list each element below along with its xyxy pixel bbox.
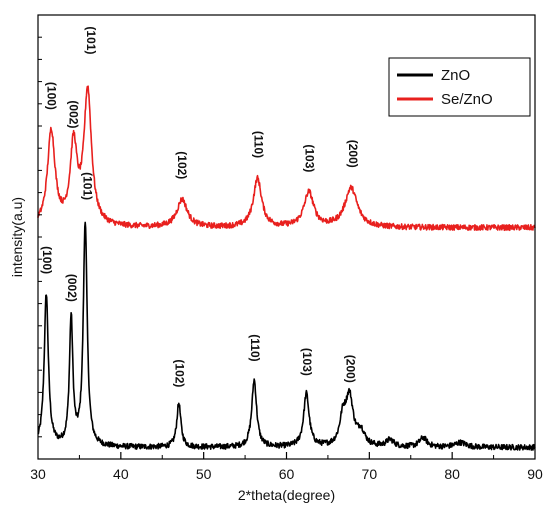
peak-label: (103): [300, 348, 314, 376]
peak-label: (200): [343, 355, 357, 383]
x-axis-title: 2*theta(degree): [238, 487, 335, 503]
series-line-zno: [37, 221, 536, 451]
x-tick-label: 60: [279, 466, 295, 482]
peak-label: (102): [175, 151, 189, 179]
peak-label: (002): [65, 274, 79, 302]
x-tick-label: 30: [30, 466, 46, 482]
x-tick-label: 40: [113, 466, 129, 482]
peak-label: (002): [67, 100, 81, 128]
legend-label: Se/ZnO: [441, 91, 493, 108]
x-tick-label: 70: [362, 466, 378, 482]
peak-label: (101): [81, 172, 95, 200]
peak-label: (101): [84, 26, 98, 54]
peak-label: (102): [173, 359, 187, 387]
peak-label: (200): [346, 140, 360, 168]
x-tick-label: 50: [196, 466, 212, 482]
legend-label: ZnO: [441, 67, 470, 84]
peak-label: (110): [251, 131, 265, 158]
series-line-se-zno: [37, 85, 536, 232]
legend-box: [388, 57, 531, 117]
peak-label: (110): [248, 334, 262, 361]
peak-label: (100): [44, 82, 58, 110]
peak-label: (103): [303, 144, 317, 172]
peak-label: (100): [40, 246, 54, 274]
x-tick-label: 80: [444, 466, 460, 482]
y-axis-title: intensity(a.u): [9, 197, 25, 277]
x-tick-label: 90: [527, 466, 543, 482]
